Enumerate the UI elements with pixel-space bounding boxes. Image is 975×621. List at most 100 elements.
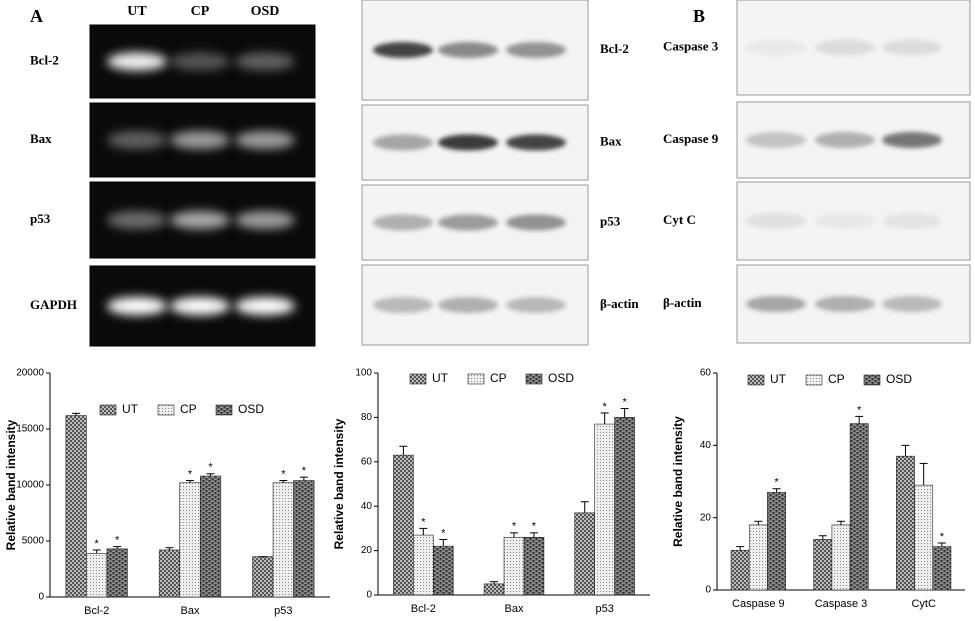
error-bar: [919, 462, 928, 486]
legend-swatch: [747, 374, 765, 386]
error-bar: [206, 473, 215, 477]
x-tick-label: Bax: [505, 603, 524, 615]
bar: [896, 455, 915, 591]
significance-label: *: [622, 396, 627, 408]
significance-label: *: [188, 468, 193, 480]
legend-swatch: [409, 373, 427, 385]
blot-band: [235, 131, 295, 149]
bar: [483, 583, 505, 596]
bar: [433, 545, 454, 596]
blot-band: [438, 42, 498, 58]
legend-label: CP: [828, 372, 845, 386]
legend-swatch: [525, 373, 543, 385]
error-bar: [818, 535, 827, 540]
significance-label: *: [208, 462, 213, 474]
bar: [614, 417, 635, 596]
row-label: Caspase 3: [663, 38, 719, 53]
bar: [813, 539, 833, 591]
legend-label: UT: [432, 371, 449, 385]
blot-row: [89, 102, 316, 178]
bar: [594, 423, 615, 596]
error-bar: [279, 480, 288, 483]
legend-swatch: [805, 374, 823, 386]
blot-band: [746, 296, 806, 312]
bar: [914, 484, 934, 591]
blot-band: [373, 42, 433, 58]
significance-label: *: [774, 477, 779, 489]
blot-band: [815, 296, 875, 312]
panel-label: A: [30, 6, 43, 26]
bar: [199, 475, 222, 598]
bar: [523, 536, 545, 596]
y-tick-label: 60: [700, 368, 712, 379]
error-bar: [855, 415, 864, 424]
legend-label: OSD: [238, 402, 264, 416]
bar: [932, 546, 952, 591]
y-tick-label: 0: [705, 585, 711, 596]
bar: [252, 556, 274, 598]
legend-label: CP: [490, 371, 507, 385]
blot-band: [882, 213, 942, 229]
error-bar: [399, 445, 408, 456]
bar: [413, 534, 434, 596]
x-tick-label: CytC: [911, 598, 936, 610]
x-tick-label: Bcl-2: [84, 605, 109, 617]
blot-band: [373, 134, 433, 151]
significance-label: *: [940, 531, 945, 543]
y-tick-label: 100: [355, 368, 372, 379]
blot-row: [361, 104, 589, 181]
error-bar: [72, 412, 81, 416]
blot-row: [89, 265, 316, 347]
bar: [106, 548, 128, 598]
row-label: p53: [30, 211, 51, 226]
legend-label: UT: [770, 372, 787, 386]
error-bar: [490, 581, 499, 584]
error-bar: [186, 480, 194, 483]
blot-row: [736, 264, 971, 344]
blot-band: [506, 134, 566, 151]
legend-swatch: [215, 404, 233, 416]
row-label: Bcl-2: [30, 52, 59, 67]
error-bar: [510, 532, 518, 538]
bar: [179, 482, 201, 598]
y-tick-label: 40: [361, 501, 373, 512]
blot-band: [746, 213, 806, 229]
blot-band: [438, 297, 498, 313]
blot-row: [89, 181, 316, 259]
blot-row: [361, 184, 589, 261]
significance-label: *: [302, 465, 307, 477]
error-bar: [600, 412, 609, 425]
bar: [849, 423, 869, 591]
row-label: Cyt C: [663, 212, 696, 227]
blot-row: [736, 181, 971, 261]
y-axis-title: Relative band intensity: [4, 419, 18, 550]
panel-label: B: [693, 6, 705, 26]
y-tick-label: 5000: [22, 536, 45, 547]
y-tick-label: 40: [700, 440, 712, 451]
bar: [158, 549, 181, 598]
row-label: Bcl-2: [600, 41, 629, 56]
significance-label: *: [512, 521, 517, 533]
error-bar: [529, 532, 538, 538]
blot-band: [170, 297, 230, 315]
blot-band: [107, 297, 167, 315]
bar: [503, 536, 525, 596]
significance-label: *: [95, 538, 100, 550]
significance-label: *: [603, 401, 608, 413]
blot-band: [882, 296, 942, 312]
legend-swatch: [99, 404, 117, 416]
error-bar: [754, 520, 763, 525]
error-bar: [901, 444, 910, 457]
x-tick-label: Bcl-2: [411, 603, 436, 615]
error-bar: [937, 542, 946, 547]
lane-label: CP: [191, 4, 210, 19]
error-bar: [439, 539, 448, 547]
row-label: β-actin: [663, 295, 702, 310]
y-tick-label: 20000: [16, 368, 44, 379]
y-tick-label: 0: [38, 592, 44, 603]
blot-row: [736, 101, 971, 179]
row-label: Caspase 9: [663, 131, 719, 146]
legend-label: UT: [122, 402, 139, 416]
blot-band: [373, 214, 433, 231]
